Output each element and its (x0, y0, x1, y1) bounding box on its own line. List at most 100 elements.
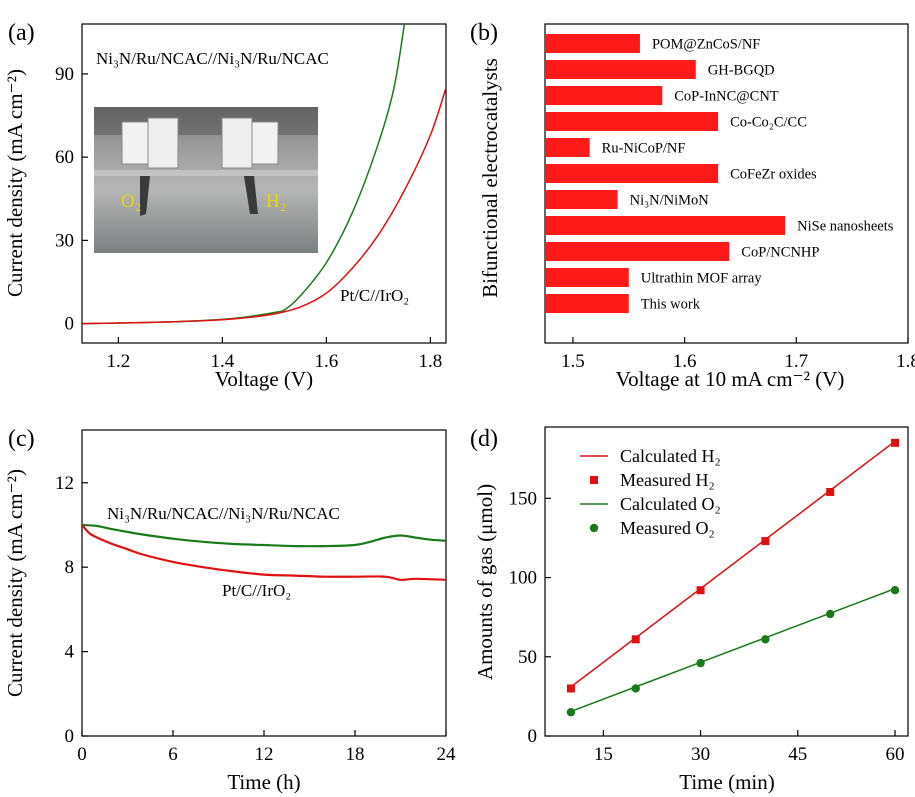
bar-label-co-co-c-cc: Co-Co₂C/CC (730, 115, 807, 131)
point-measured-h (826, 487, 835, 496)
legend-label-measured-o: Measured O₂ (620, 518, 715, 538)
x-tick-label-c: 0 (77, 744, 87, 765)
point-measured-o (761, 635, 770, 644)
bar-nise-nanosheets (545, 216, 786, 235)
x-tick-label-a: 1.6 (315, 351, 339, 372)
x-tick-label-b: 1.5 (561, 351, 585, 372)
bar-label-cofezr-oxides: CoFeZr oxides (730, 167, 817, 183)
bar-cop-ncnhp (545, 242, 730, 261)
panel-b-frame (544, 23, 909, 344)
photo-label-o2: O₂ (121, 191, 141, 212)
y-tick-label-a: 60 (55, 147, 74, 168)
x-tick-label-a: 1.8 (419, 351, 443, 372)
x-axis-title-b: Voltage at 10 mA cm⁻² (V) (616, 367, 845, 391)
panel-d-frame (544, 426, 909, 737)
x-tick-label-d: 30 (691, 744, 710, 765)
panel-b-label: (b) (470, 20, 498, 46)
series-label-ni3n-a: Ni₃N/Ru/NCAC//Ni₃N/Ru/NCAC (96, 49, 329, 68)
panel-d-label: (d) (470, 426, 498, 452)
y-tick-label-d: 50 (518, 647, 537, 668)
x-tick-label-b: 1.6 (673, 351, 697, 372)
x-axis-title-a: Voltage (V) (215, 367, 313, 391)
legend-label-calculated-o: Calculated O₂ (620, 494, 721, 514)
bar-label-cop-ncnhp: CoP/NCNHP (741, 245, 819, 261)
bar-label-this-work: This work (641, 297, 701, 313)
panel-d: 15 30 45 60 0 50 100 150 Calculated H₂ Measured … (470, 426, 909, 794)
bar-co-co-c-cc (545, 112, 719, 131)
panel-a-frame (81, 23, 447, 344)
bar-label-gh-bgqd: GH-BGQD (708, 63, 775, 79)
y-tick-label-c: 4 (65, 642, 75, 663)
x-tick-label-a: 1.4 (211, 351, 235, 372)
bar-this-work (545, 294, 629, 313)
y-tick-label-d: 0 (528, 726, 538, 747)
y-axis-title-d: Amounts of gas (μmol) (473, 484, 497, 680)
panel-a: 1.2 1.4 1.6 1.8 0 30 60 90 O₂ H₂ (a) Ni₃N/Ru/NC… (3, 20, 447, 391)
y-tick-label-d: 150 (509, 488, 538, 509)
legend-square-measured-h (590, 476, 598, 484)
bar-label-ru-nicop-nf: Ru-NiCoP/NF (602, 141, 686, 157)
bar-pom-zncos-nf (545, 34, 640, 53)
bar-label-cop-innc-cnt: CoP-InNC@CNT (674, 89, 779, 105)
bar-gh-bgqd (545, 60, 696, 79)
legend-circle-measured-o (589, 523, 599, 533)
y-axis-title-a: Current density (mA cm⁻²) (3, 69, 27, 297)
bar-ni-n-nimon (545, 190, 618, 209)
y-tick-label-a: 0 (65, 314, 75, 335)
y-axis-title-b: Bifunctional electrocatalysts (478, 58, 502, 298)
photo-label-h2: H₂ (266, 191, 286, 212)
bar-label-pom-zncos-nf: POM@ZnCoS/NF (652, 37, 760, 53)
bar-cofezr-oxides (545, 164, 719, 183)
x-tick-label-c: 24 (437, 744, 457, 765)
legend-label-measured-h: Measured H₂ (620, 470, 715, 490)
panel-c-label: (c) (8, 426, 35, 452)
panel-a-label: (a) (8, 20, 35, 46)
bar-label-ni-n-nimon: Ni₃N/NiMoN (630, 193, 710, 209)
bar-label-ultrathin-mof-array: Ultrathin MOF array (641, 271, 763, 287)
y-tick-label-c: 0 (65, 726, 75, 747)
point-measured-o (826, 609, 835, 619)
x-tick-label-b: 1.8 (896, 351, 915, 372)
series-line-a-pt-c-iro (82, 87, 446, 325)
series-label-ptc-a: Pt/C//IrO₂ (340, 286, 409, 305)
series-line-d-calculated-h (570, 440, 896, 688)
panel-c: 0 6 12 18 24 0 4 8 12 (c) Ni₃N/Ru/NCAC//Ni₃N/Ru/… (3, 426, 456, 794)
point-measured-o (566, 708, 576, 717)
x-tick-label-d: 45 (788, 744, 807, 765)
x-tick-label-c: 12 (255, 744, 274, 765)
point-measured-h (631, 635, 640, 644)
x-tick-label-d: 60 (886, 744, 905, 765)
y-axis-title-c: Current density (mA cm⁻²) (3, 469, 27, 697)
electrolysis-photo-inset (94, 107, 318, 253)
series-label-ptc-c: Pt/C//IrO₂ (222, 581, 291, 600)
x-tick-label-c: 6 (168, 744, 178, 765)
legend-label-calculated-h: Calculated H₂ (620, 446, 721, 466)
y-tick-label-c: 12 (55, 473, 74, 494)
y-tick-label-a: 90 (55, 64, 74, 85)
point-measured-o (890, 586, 900, 595)
point-measured-o (696, 658, 705, 668)
bar-cop-innc-cnt (545, 86, 663, 105)
panel-b: POM@ZnCoS/NF GH-BGQD CoP-InNC@CNT Co-Co₂C/C… (470, 20, 915, 391)
series-line-c-ni-n-ru-ncac-ni-n-ru-ncac (82, 523, 446, 548)
series-label-ni3n-c: Ni₃N/Ru/NCAC//Ni₃N/Ru/NCAC (107, 504, 340, 523)
point-measured-h (566, 684, 575, 693)
point-measured-o (631, 684, 640, 693)
y-tick-label-d: 100 (509, 568, 538, 589)
point-measured-h (891, 438, 900, 447)
series-line-d-calculated-o (570, 587, 896, 713)
bar-ru-nicop-nf (545, 138, 590, 157)
y-tick-label-c: 8 (65, 557, 75, 578)
point-measured-h (761, 537, 770, 546)
x-axis-title-d: Time (min) (679, 770, 774, 794)
bar-label-nise-nanosheets: NiSe nanosheets (797, 219, 894, 235)
point-measured-h (696, 586, 705, 595)
x-tick-label-c: 18 (346, 744, 365, 765)
x-tick-label-d: 15 (594, 744, 613, 765)
x-tick-label-a: 1.2 (107, 351, 131, 372)
series-line-c-pt-c-iro (82, 524, 446, 581)
y-tick-label-a: 30 (55, 230, 74, 251)
bar-ultrathin-mof-array (545, 268, 629, 287)
x-axis-title-c: Time (h) (227, 770, 300, 794)
